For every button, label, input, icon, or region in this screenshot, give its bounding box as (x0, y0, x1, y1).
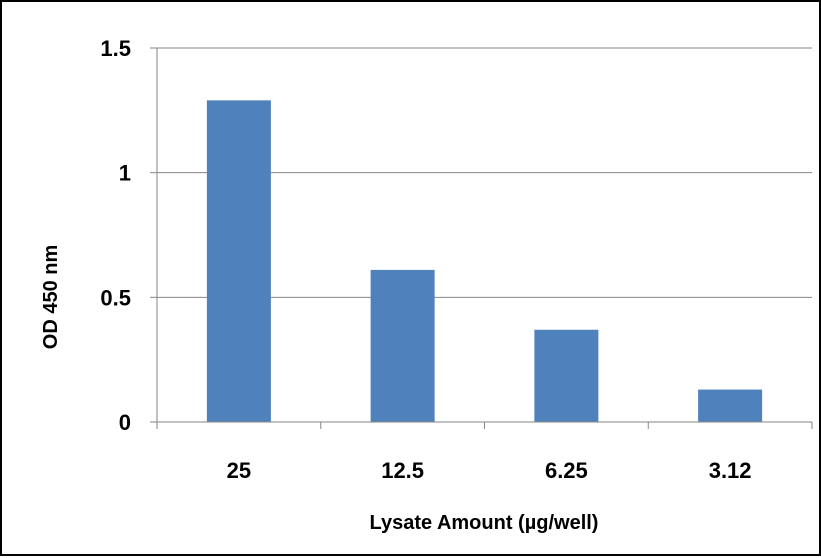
bar (534, 329, 599, 422)
x-tick-label: 25 (227, 458, 251, 483)
y-tick-label: 1 (119, 161, 131, 186)
y-tick-label: 0.5 (100, 285, 131, 310)
x-axis-title: Lysate Amount (µg/well) (370, 512, 599, 534)
x-tick-label: 6.25 (545, 458, 588, 483)
tick-labels: 0 0.5 1 1.5 25 12.5 6.25 3.12 (100, 36, 751, 483)
y-tick-label: 0 (119, 410, 131, 435)
y-axis-title: OD 450 nm (40, 245, 62, 349)
y-tick-label: 1.5 (100, 36, 131, 61)
x-tick-label: 3.12 (709, 458, 752, 483)
bar (698, 389, 763, 422)
bar (206, 100, 271, 423)
axes (150, 47, 813, 429)
bar (370, 269, 435, 422)
bars (206, 100, 763, 423)
x-tick-label: 12.5 (381, 458, 424, 483)
